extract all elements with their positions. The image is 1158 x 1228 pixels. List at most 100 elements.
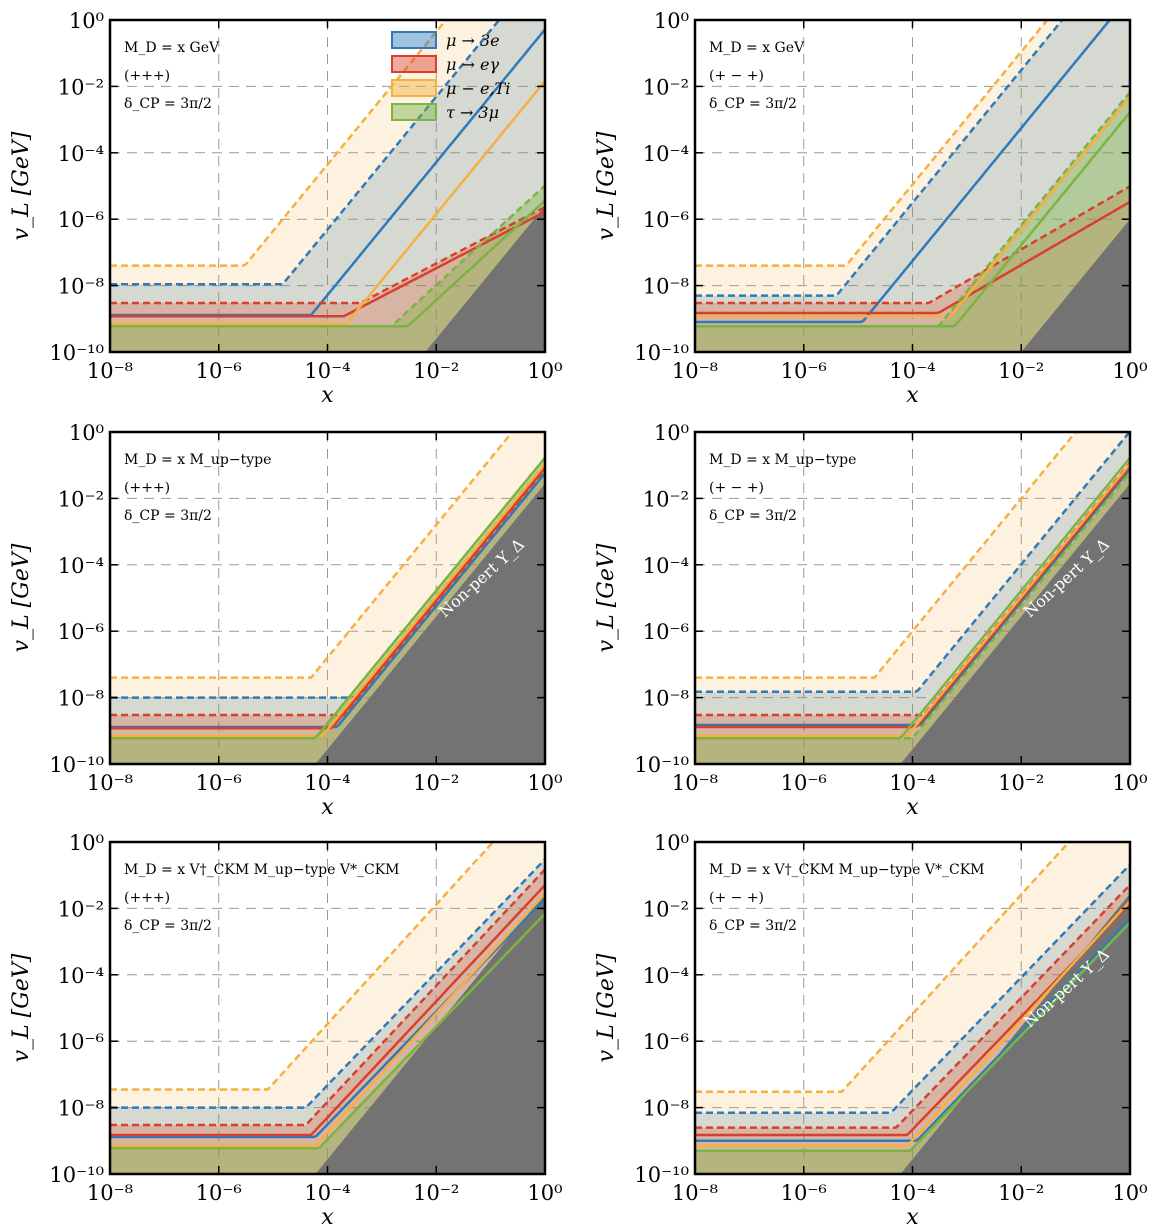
y-tick-label: 10⁻⁴ — [643, 554, 689, 578]
x-tick-label: 10⁻⁶ — [781, 771, 827, 795]
panel-annotation: δ_CP = 3π/2 — [709, 508, 797, 524]
plot-area — [695, 842, 1130, 1174]
panel-annotation: M_D = x M_up−type — [709, 452, 856, 468]
y-tick-label: 10⁻² — [58, 75, 104, 99]
series-line-dashed — [110, 468, 545, 717]
plot-area — [695, 20, 1130, 352]
x-tick-label: 10⁻⁴ — [889, 359, 935, 383]
series-line-dashed — [110, 432, 514, 679]
y-tick-label: 10⁰ — [69, 9, 104, 33]
x-tick-label: 10⁻² — [413, 1181, 459, 1205]
panel-annotation: M_D = x M_up−type — [124, 452, 271, 468]
y-tick-label: 10⁻² — [643, 897, 689, 921]
legend-swatch — [391, 103, 437, 121]
y-tick-label: 10⁻⁸ — [58, 687, 104, 711]
x-tick-label: 10⁻⁸ — [87, 771, 133, 795]
series-band — [695, 20, 1130, 352]
y-tick-label: 10⁻⁴ — [643, 964, 689, 988]
legend-label: μ − e,Ti — [446, 79, 510, 98]
x-tick-label: 10⁻⁴ — [304, 771, 350, 795]
series-line-dashed — [110, 868, 545, 1127]
x-tick-label: 10⁻⁴ — [304, 1181, 350, 1205]
y-tick-label: 10⁻¹⁰ — [634, 753, 689, 777]
nonpert-region — [1021, 219, 1130, 352]
series-line-dashed — [110, 858, 545, 1109]
x-axis-title: x — [906, 795, 919, 820]
legend-label: τ → 3μ — [446, 103, 499, 122]
y-axis-title: v_L [GeV] — [9, 953, 34, 1062]
panel-1: 10⁻⁸ 10⁻⁶ 10⁻⁴ 10⁻² 10⁰10⁻¹⁰10⁻⁸10⁻⁶10⁻⁴10⁻²… — [9, 9, 563, 408]
panel-annotation: M_D = x GeV — [709, 40, 805, 56]
x-tick-label: 10⁻⁶ — [196, 771, 242, 795]
y-tick-label: 10⁰ — [69, 421, 104, 445]
plot-area — [695, 432, 1130, 764]
nonpert-region — [425, 205, 545, 352]
y-tick-label: 10⁰ — [654, 831, 689, 855]
x-tick-label: 10⁻⁸ — [87, 359, 133, 383]
legend-swatch — [391, 79, 437, 97]
series-line-dashed — [695, 842, 1071, 1094]
y-tick-label: 10⁻¹⁰ — [634, 341, 689, 365]
x-tick-label: 10⁰ — [527, 359, 562, 383]
series-band — [695, 92, 1130, 352]
y-tick-label: 10⁻⁸ — [58, 1097, 104, 1121]
series-line-dashed — [695, 462, 1130, 717]
y-tick-label: 10⁻⁶ — [58, 1030, 104, 1054]
series-line-dashed — [110, 912, 545, 1150]
series-line-dashed — [695, 863, 1130, 1114]
panel-annotation: δ_CP = 3π/2 — [124, 508, 212, 524]
y-tick-label: 10⁻⁴ — [58, 964, 104, 988]
series-line-dashed — [110, 20, 501, 286]
series-line-solid — [695, 900, 1130, 1148]
panel-annotation: (+ − +) — [709, 480, 764, 496]
series-line-dashed — [695, 432, 1078, 679]
series-line-dashed — [110, 205, 545, 305]
y-tick-label: 10⁻¹⁰ — [49, 1163, 104, 1187]
panel-annotation: M_D = x V†_CKM M_up−type V*_CKM — [709, 862, 985, 878]
y-axis-title: v_L [GeV] — [594, 953, 619, 1062]
y-tick-label: 10⁻⁴ — [58, 142, 104, 166]
x-tick-label: 10⁻⁶ — [781, 1181, 827, 1205]
legend-label: μ → eγ — [446, 55, 499, 74]
legend-swatch — [391, 31, 437, 49]
series-line-dashed — [110, 457, 545, 740]
panel-annotation: M_D = x GeV — [124, 40, 220, 56]
panel-annotation: (+ − +) — [709, 890, 764, 906]
series-line-dashed — [695, 91, 1130, 328]
x-tick-label: 10⁰ — [1112, 1181, 1147, 1205]
series-line-solid — [110, 892, 545, 1148]
y-tick-label: 10⁻⁸ — [643, 687, 689, 711]
panel-annotation: δ_CP = 3π/2 — [709, 96, 797, 112]
y-tick-label: 10⁻¹⁰ — [49, 753, 104, 777]
plot-area — [110, 432, 545, 764]
y-tick-label: 10⁻² — [643, 75, 689, 99]
y-tick-label: 10⁻⁴ — [58, 554, 104, 578]
x-tick-label: 10⁻⁸ — [87, 1181, 133, 1205]
nonpert-region — [315, 483, 545, 764]
x-tick-label: 10⁻⁸ — [672, 1181, 718, 1205]
series-line-dashed — [695, 20, 1049, 267]
plot-area — [110, 842, 545, 1174]
series-line-dashed — [110, 20, 448, 267]
series-line-solid — [110, 884, 545, 1137]
panel-annotation: (+++) — [124, 68, 170, 84]
x-tick-label: 10⁻² — [413, 771, 459, 795]
y-tick-label: 10⁻⁸ — [643, 275, 689, 299]
x-axis-title: x — [321, 383, 334, 408]
panel-annotation: (+++) — [124, 890, 170, 906]
y-tick-label: 10⁻⁶ — [643, 620, 689, 644]
series-band — [695, 186, 1130, 352]
y-tick-label: 10⁻² — [58, 487, 104, 511]
panel-annotation: δ_CP = 3π/2 — [709, 918, 797, 934]
panel-6: 10⁻⁸ 10⁻⁶ 10⁻⁴ 10⁻² 10⁰10⁻¹⁰10⁻⁸10⁻⁶10⁻⁴10⁻²… — [594, 831, 1148, 1228]
x-tick-label: 10⁻⁸ — [672, 359, 718, 383]
y-tick-label: 10⁻⁸ — [58, 275, 104, 299]
y-tick-label: 10⁻¹⁰ — [634, 1163, 689, 1187]
series-line-dashed — [695, 432, 1130, 694]
panel-4: 10⁻⁸ 10⁻⁶ 10⁻⁴ 10⁻² 10⁰10⁻¹⁰10⁻⁸10⁻⁶10⁻⁴10⁻²… — [594, 421, 1148, 820]
panel-5: 10⁻⁸ 10⁻⁶ 10⁻⁴ 10⁻² 10⁰10⁻¹⁰10⁻⁸10⁻⁶10⁻⁴10⁻²… — [9, 831, 563, 1228]
x-tick-label: 10⁰ — [527, 771, 562, 795]
series-line-solid — [695, 200, 1130, 315]
panel-2: 10⁻⁸ 10⁻⁶ 10⁻⁴ 10⁻² 10⁰10⁻¹⁰10⁻⁸10⁻⁶10⁻⁴10⁻²… — [594, 9, 1148, 408]
